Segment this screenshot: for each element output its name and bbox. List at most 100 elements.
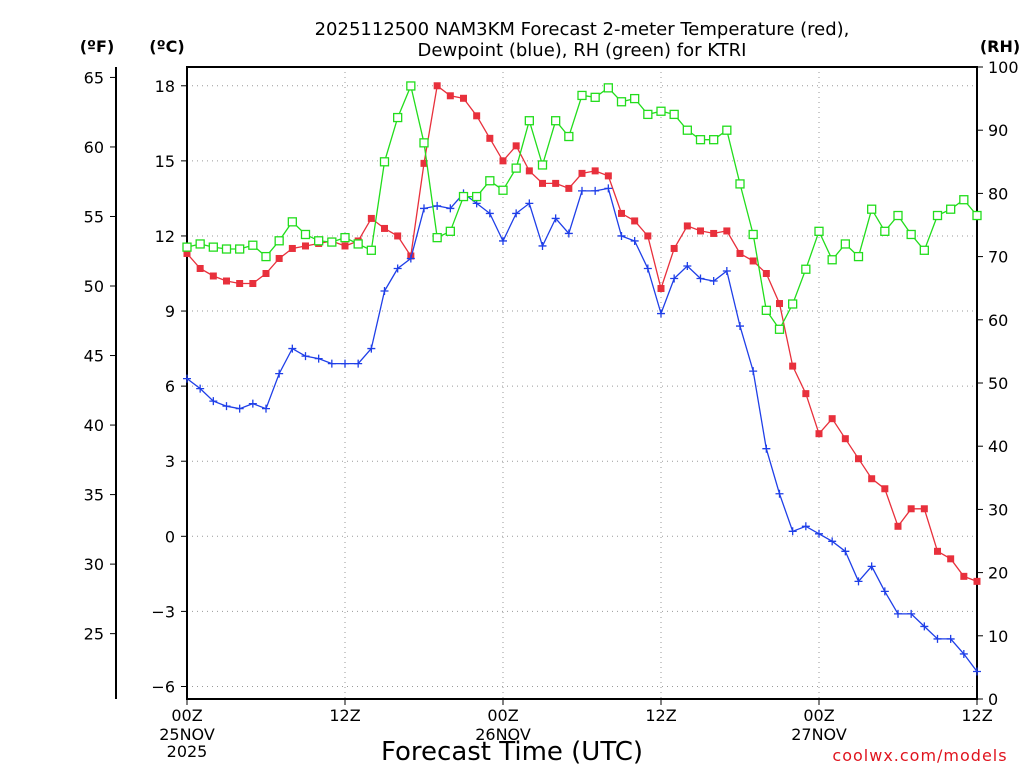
fahrenheit-tick-label: 55 — [84, 207, 104, 226]
rh-point — [551, 116, 561, 126]
data-series — [182, 81, 982, 676]
rh-point — [287, 217, 297, 227]
dewpoint-point — [617, 231, 626, 240]
dewpoint-point — [788, 527, 797, 536]
rh-point — [932, 210, 943, 221]
dewpoint-point — [959, 649, 968, 658]
dewpoint-point — [828, 537, 837, 546]
rh-point — [195, 239, 205, 249]
fahrenheit-unit-label: (ºF) — [80, 37, 115, 56]
rh-point — [458, 191, 469, 202]
dewpoint-point — [867, 562, 876, 571]
rh-point — [498, 185, 508, 195]
dewpoint-point — [973, 667, 981, 676]
temperature-point — [525, 167, 533, 175]
temperature-point — [960, 572, 968, 580]
temperature-point — [249, 280, 257, 288]
temperature-point — [683, 222, 691, 230]
dewpoint-point — [327, 359, 336, 368]
temperature-point — [262, 269, 270, 277]
celsius-tick-label: 9 — [165, 302, 175, 321]
rh-point — [643, 109, 653, 120]
rh-point — [919, 245, 929, 255]
temperature-point — [920, 505, 928, 513]
rh-point — [656, 106, 666, 116]
temperature-point — [473, 112, 481, 120]
temperature-point — [288, 244, 296, 252]
rh-point — [603, 83, 613, 93]
credit-text: coolwx.com/models — [832, 746, 1007, 765]
rh-point — [511, 163, 521, 173]
dewpoint-point — [578, 186, 586, 195]
temperature-point — [499, 157, 507, 165]
celsius-tick-label: 6 — [165, 377, 175, 396]
dewpoint-point — [815, 529, 823, 538]
temperature-point — [486, 134, 494, 142]
fahrenheit-tick-label: 60 — [84, 138, 104, 157]
rh-point — [880, 226, 890, 236]
rh-point — [327, 237, 337, 247]
rh-point — [445, 226, 455, 236]
temperature-point — [618, 209, 625, 217]
rh-point — [248, 240, 258, 250]
dewpoint-point — [604, 184, 613, 193]
dewpoint-point — [591, 186, 600, 195]
temperature-point — [196, 264, 204, 272]
x-tick-label: 00Z — [171, 706, 202, 725]
dewpoint-point — [196, 384, 205, 393]
dewpoint-point — [564, 229, 573, 238]
rh-point — [735, 179, 745, 189]
dewpoint-point — [209, 397, 218, 406]
rh-line — [186, 83, 978, 331]
celsius-tick-label: −6 — [151, 677, 175, 696]
dewpoint-point — [696, 274, 705, 283]
x-tick-label: 00Z — [803, 706, 834, 725]
temperature-point — [223, 277, 230, 285]
rh-point — [801, 264, 811, 274]
temperature-point — [512, 142, 520, 150]
plot-frame — [186, 66, 978, 700]
rh-point — [432, 232, 442, 243]
rh-point — [564, 131, 574, 142]
dewpoint-point — [762, 444, 771, 453]
temperature-point — [828, 415, 836, 423]
temperature-point — [710, 229, 718, 237]
dewpoint-point — [446, 204, 455, 213]
chart-title-line1: 2025112500 NAM3KM Forecast 2-meter Tempe… — [315, 19, 850, 40]
rh-point — [893, 210, 903, 221]
temperature-point — [736, 249, 744, 257]
rh-point — [590, 92, 600, 102]
x-tick-label: 12Z — [645, 706, 676, 725]
rh-point — [366, 245, 376, 255]
rh-point — [814, 226, 824, 236]
temperature-point — [565, 184, 573, 192]
rh-point — [972, 210, 982, 221]
temperature-point — [367, 214, 375, 222]
temperature-point — [539, 179, 546, 187]
rh-point — [537, 160, 548, 170]
dewpoint-point — [736, 322, 744, 331]
dewpoint-point — [341, 359, 349, 368]
temperature-point — [631, 217, 639, 225]
celsius-tick-label: 12 — [155, 227, 175, 246]
rh-point — [221, 244, 232, 254]
rh-point — [208, 242, 218, 252]
temperature-point — [762, 269, 770, 277]
rh-point — [353, 239, 363, 249]
rh-point — [300, 229, 311, 240]
dewpoint-point — [801, 522, 810, 531]
temperature-point — [802, 390, 810, 398]
rh-point — [827, 255, 837, 265]
temperature-point — [815, 430, 823, 438]
rh-tick-label: 0 — [988, 690, 998, 709]
dewpoint-point — [683, 261, 692, 270]
rh-point — [722, 125, 732, 135]
temperature-point — [868, 475, 876, 483]
rh-point — [406, 81, 416, 91]
rh-unit-label: (RH) — [980, 37, 1020, 56]
x-tick-label: 12Z — [329, 706, 360, 725]
rh-tick-label: 90 — [988, 121, 1008, 140]
dewpoint-point — [643, 264, 652, 273]
dewpoint-point — [354, 359, 363, 368]
temperature-point — [302, 242, 309, 250]
